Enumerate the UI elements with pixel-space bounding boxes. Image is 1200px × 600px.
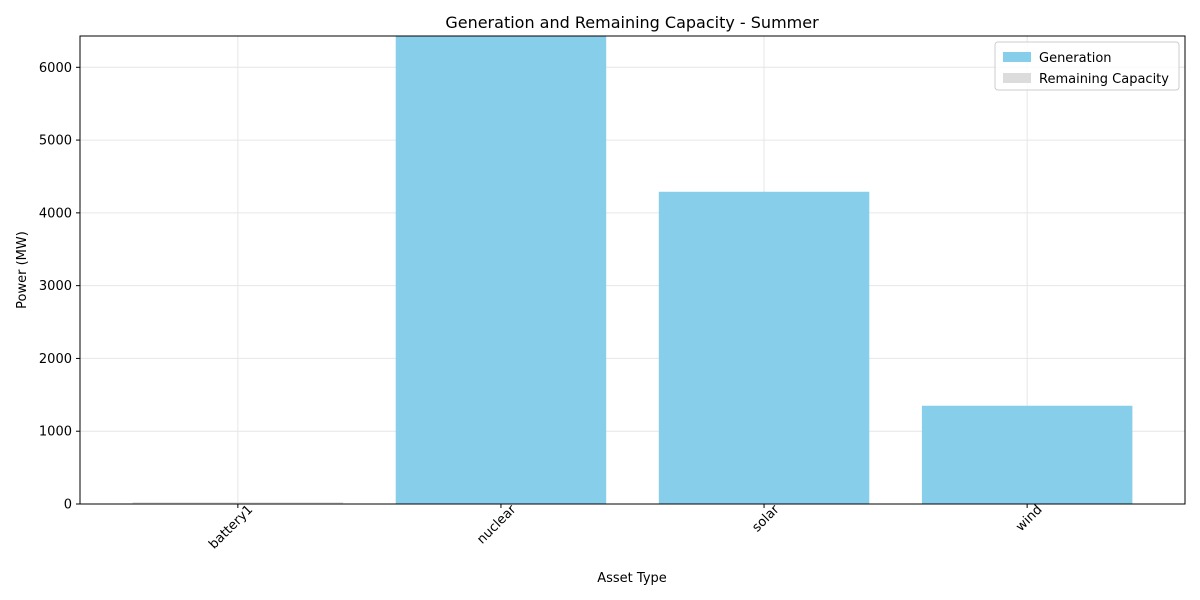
grid xyxy=(80,36,1185,505)
y-axis-label: Power (MW) xyxy=(15,231,30,309)
legend-swatch xyxy=(1003,73,1031,83)
y-tick-label: 6000 xyxy=(39,61,72,76)
x-tick-label: battery1 xyxy=(206,502,256,552)
chart-title: Generation and Remaining Capacity - Summ… xyxy=(445,13,819,32)
x-tick-label: nuclear xyxy=(474,502,519,547)
legend-label: Remaining Capacity xyxy=(1039,72,1169,87)
y-tick-label: 3000 xyxy=(39,279,72,294)
bar-generation-wind xyxy=(921,405,1133,504)
y-axis: 0 1000 2000 3000 4000 5000 6000 xyxy=(39,61,80,513)
x-axis: battery1 nuclear solar wind xyxy=(206,502,1045,552)
bar-generation-nuclear xyxy=(395,36,607,504)
y-tick-label: 5000 xyxy=(39,134,72,149)
y-tick-label: 0 xyxy=(64,498,72,513)
y-tick-label: 4000 xyxy=(39,206,72,221)
y-tick-label: 2000 xyxy=(39,352,72,367)
x-tick-label: wind xyxy=(1013,502,1045,534)
legend-label: Generation xyxy=(1039,51,1112,66)
legend-swatch xyxy=(1003,52,1031,62)
bar-remaining-capacity-battery1 xyxy=(132,502,344,504)
bars xyxy=(132,36,1133,504)
plot-frame xyxy=(79,35,1186,505)
bar-generation-solar xyxy=(658,191,870,504)
legend-box xyxy=(994,41,1180,91)
legend: Generation Remaining Capacity xyxy=(994,41,1180,91)
x-tick-label: solar xyxy=(749,502,782,535)
x-axis-label: Asset Type xyxy=(597,571,667,586)
y-tick-label: 1000 xyxy=(39,425,72,440)
